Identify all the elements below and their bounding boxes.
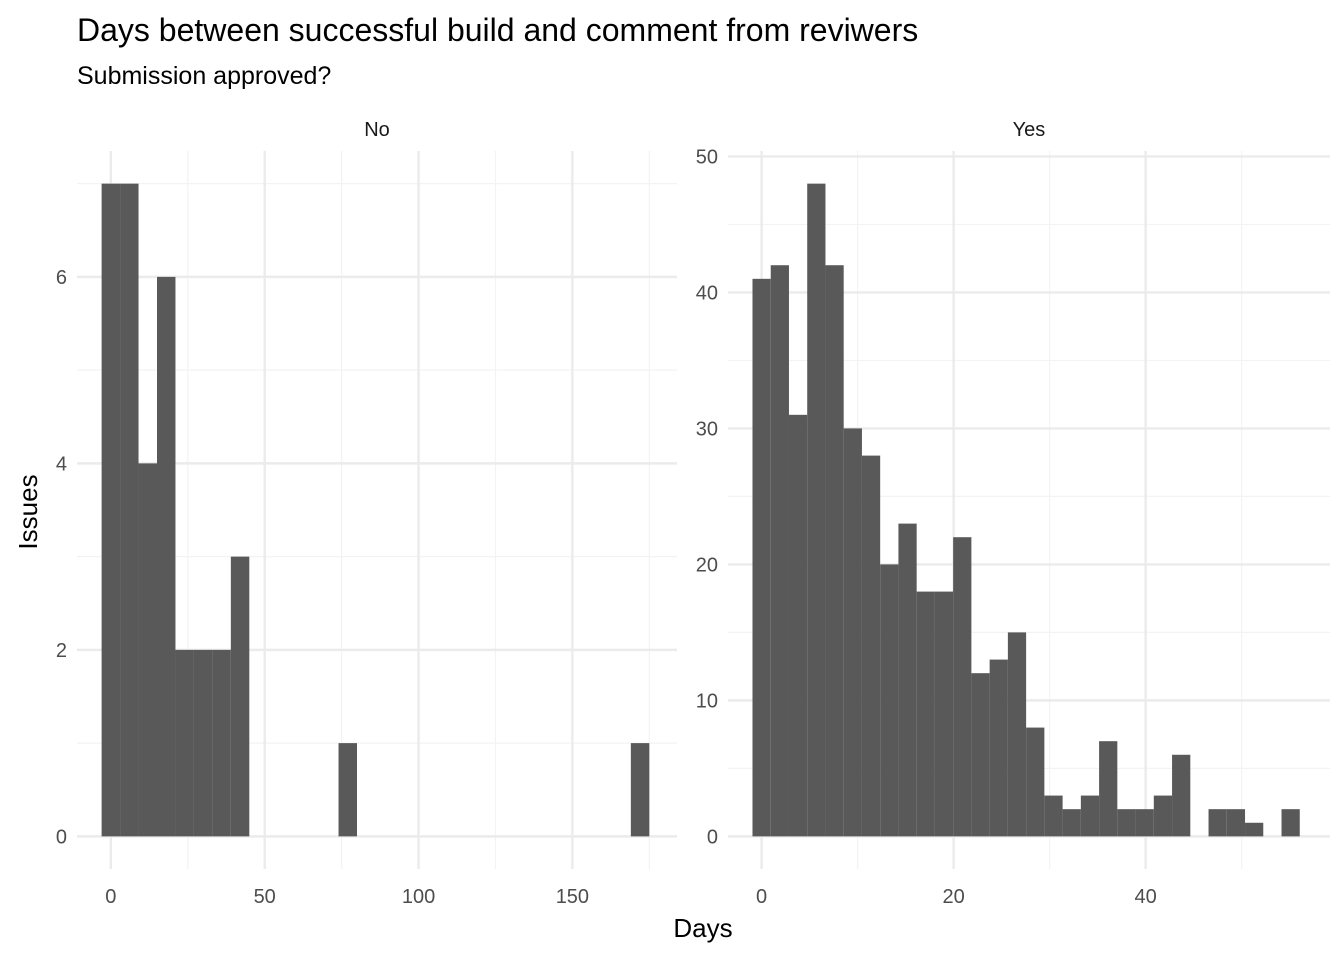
x-tick-label: 100 <box>402 886 435 908</box>
chart-subtitle: Submission approved? <box>77 62 331 90</box>
histogram-bar <box>1245 822 1264 837</box>
x-tick-label: 0 <box>756 886 767 908</box>
histogram-bar <box>630 743 650 837</box>
y-tick-label: 6 <box>56 267 67 289</box>
histogram-bar <box>971 673 990 837</box>
histogram-bar <box>1099 741 1118 837</box>
histogram-bar <box>788 414 808 837</box>
histogram-bar <box>825 265 844 837</box>
chart-title: Days between successful build and commen… <box>77 12 918 48</box>
y-tick-label: 30 <box>696 418 718 440</box>
histogram-bar <box>752 278 771 837</box>
histogram-bar <box>861 455 881 837</box>
y-tick-label: 2 <box>56 640 67 662</box>
histogram-bar <box>338 743 357 837</box>
panel-no: No 0 50 100 150 0 2 4 6 <box>56 119 677 908</box>
x-tick-label: 20 <box>943 886 965 908</box>
histogram-bar <box>120 183 139 837</box>
histogram-bar <box>807 183 826 837</box>
histogram-bar <box>1062 809 1081 837</box>
histogram-bar <box>1044 795 1063 837</box>
y-tick-label: 20 <box>696 554 718 576</box>
histogram-bar <box>1208 809 1227 837</box>
histogram-bar <box>138 463 157 837</box>
histogram-bar <box>843 428 862 837</box>
histogram-bar <box>1080 795 1100 837</box>
facet-strip-label: Yes <box>1013 119 1046 141</box>
histogram-bar <box>770 265 789 837</box>
histogram-bar <box>916 591 935 837</box>
x-tick-label: 50 <box>254 886 276 908</box>
histogram-bar <box>1117 809 1136 837</box>
histogram-bar <box>1007 632 1027 837</box>
x-tick-label: 40 <box>1135 886 1157 908</box>
y-tick-label: 40 <box>696 282 718 304</box>
y-tick-label: 10 <box>696 690 718 712</box>
histogram-bar <box>1153 795 1173 837</box>
panel-yes: Yes 0 20 40 0 10 20 30 40 50 <box>696 119 1330 908</box>
y-tick-label: 50 <box>696 146 718 168</box>
histogram-bar <box>175 649 194 837</box>
histogram-bar <box>157 276 176 837</box>
y-axis-title: Issues <box>13 474 43 549</box>
x-tick-label: 150 <box>556 886 589 908</box>
y-tick-label: 0 <box>56 826 67 848</box>
histogram-bar <box>1135 809 1154 837</box>
histogram-bar <box>880 564 899 837</box>
histogram-bar <box>193 649 213 837</box>
y-tick-label: 0 <box>707 826 718 848</box>
x-tick-label: 0 <box>105 886 116 908</box>
histogram-bar <box>898 523 917 837</box>
histogram-bar <box>1281 809 1300 837</box>
x-axis-title: Days <box>673 913 732 943</box>
histogram-bar <box>1026 727 1045 837</box>
facet-panels: No 0 50 100 150 0 2 4 6 Yes 0 20 40 0 10 20 30 40 50 <box>56 119 1330 908</box>
histogram-bar <box>934 591 954 837</box>
histogram-bar <box>212 649 231 837</box>
histogram-bar <box>1226 809 1246 837</box>
facet-strip-label: No <box>364 119 390 141</box>
histogram-bar <box>101 183 121 837</box>
histogram-bar <box>1172 754 1191 837</box>
histogram-bar <box>230 556 250 837</box>
y-tick-label: 4 <box>56 453 67 475</box>
histogram-bar <box>953 537 972 837</box>
histogram-bar <box>989 659 1008 837</box>
